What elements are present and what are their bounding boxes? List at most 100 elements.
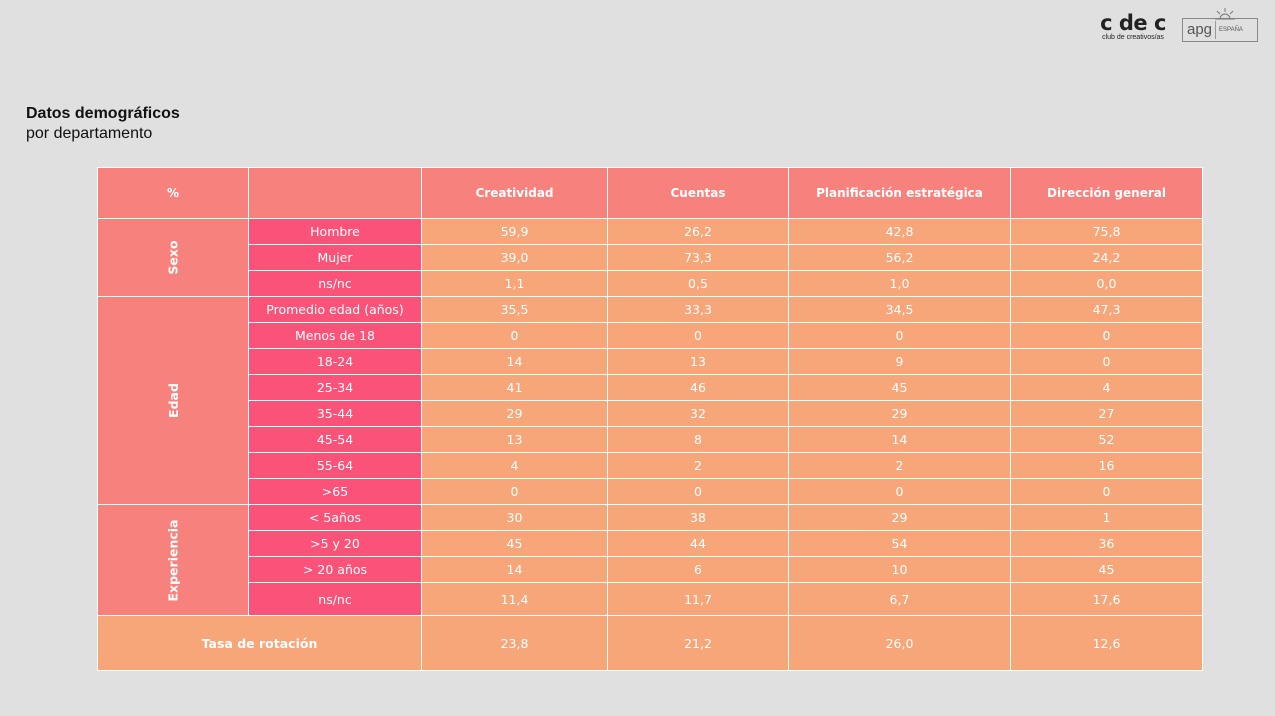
cell-value: 52	[1010, 426, 1203, 453]
row-label: 18-24	[248, 348, 422, 375]
table-row: 25-34 41 46 45 4	[98, 374, 1203, 401]
cell-value: 41	[421, 374, 608, 401]
table-row: Sexo Hombre 59,9 26,2 42,8 75,8	[97, 218, 1203, 297]
cell-value: 10	[788, 556, 1011, 583]
cell-value: 0	[1010, 322, 1203, 349]
cell-value: 56,2	[788, 244, 1011, 271]
group-label-sexo: Sexo	[97, 218, 249, 297]
cell-value: 0,5	[607, 270, 789, 297]
table-row: ns/nc 11,4 11,7 6,7 17,6	[98, 582, 1203, 616]
header-empty	[248, 167, 422, 219]
cell-value: 9	[788, 348, 1011, 375]
header-col-creatividad: Creatividad	[421, 167, 608, 219]
table-row: 45-54 13 8 14 52	[98, 426, 1203, 453]
row-label: 45-54	[248, 426, 422, 453]
cell-value: 6,7	[788, 582, 1011, 616]
table-row: ns/nc 1,1 0,5 1,0 0,0	[98, 270, 1203, 297]
cell-value: 0	[1010, 478, 1203, 505]
cell-value: 45	[421, 530, 608, 557]
cell-value: 46	[607, 374, 789, 401]
cell-value: 0	[788, 322, 1011, 349]
cell-value: 4	[1010, 374, 1203, 401]
cell-value: 29	[421, 400, 608, 427]
rotation-label: Tasa de rotación	[97, 615, 422, 671]
cell-value: 45	[1010, 556, 1203, 583]
table-row: Experiencia < 5años 30 38 29 1	[97, 504, 1203, 616]
rotation-value: 12,6	[1010, 615, 1203, 671]
table-row: 55-64 4 2 2 16	[98, 452, 1203, 479]
table-row: >65 0 0 0 0	[98, 478, 1203, 505]
cell-value: 32	[607, 400, 789, 427]
cell-value: 0,0	[1010, 270, 1203, 297]
cell-value: 44	[607, 530, 789, 557]
rotation-value: 26,0	[788, 615, 1011, 671]
rotation-row: Tasa de rotación 23,8 21,2 26,0 12,6	[97, 615, 1203, 671]
row-label: 25-34	[248, 374, 422, 401]
cdec-logo: c de c club de creativos/as	[1097, 12, 1169, 42]
cell-value: 11,4	[421, 582, 608, 616]
cell-value: 0	[421, 322, 608, 349]
cell-value: 1,0	[788, 270, 1011, 297]
apg-logo: apg ESPAÑA	[1182, 8, 1258, 42]
cell-value: 17,6	[1010, 582, 1203, 616]
table-row: Menos de 18 0 0 0 0	[98, 322, 1203, 349]
table-row: Mujer 39,0 73,3 56,2 24,2	[98, 244, 1203, 271]
page-title-sub: por departamento	[26, 125, 153, 142]
table-header-row: % Creatividad Cuentas Planificación estr…	[97, 167, 1203, 219]
cell-value: 38	[607, 504, 789, 531]
cell-value: 27	[1010, 400, 1203, 427]
cell-value: 73,3	[607, 244, 789, 271]
cell-value: 0	[607, 478, 789, 505]
table-row: 18-24 14 13 9 0	[98, 348, 1203, 375]
cell-value: 1	[1010, 504, 1203, 531]
cell-value: 36	[1010, 530, 1203, 557]
cell-value: 1,1	[421, 270, 608, 297]
row-label: < 5años	[248, 504, 422, 531]
cell-value: 26,2	[607, 218, 789, 245]
row-label: >5 y 20	[248, 530, 422, 557]
apg-logo-subtext: ESPAÑA	[1219, 26, 1243, 33]
cell-value: 14	[421, 348, 608, 375]
cell-value: 14	[788, 426, 1011, 453]
rotation-value: 21,2	[607, 615, 789, 671]
cell-value: 54	[788, 530, 1011, 557]
row-label: > 20 años	[248, 556, 422, 583]
cell-value: 0	[788, 478, 1011, 505]
cell-value: 24,2	[1010, 244, 1203, 271]
cell-value: 0	[607, 322, 789, 349]
cell-value: 11,7	[607, 582, 789, 616]
row-label: Menos de 18	[248, 322, 422, 349]
table-row: Edad Promedio edad (años) 35,5 33,3 34,5…	[97, 296, 1203, 505]
table-row: > 20 años 14 6 10 45	[98, 556, 1203, 583]
cell-value: 42,8	[788, 218, 1011, 245]
cell-value: 29	[788, 400, 1011, 427]
header-col-direccion: Dirección general	[1010, 167, 1203, 219]
cell-value: 0	[1010, 348, 1203, 375]
cell-value: 59,9	[421, 218, 608, 245]
header-corner: %	[97, 167, 249, 219]
table-row: >5 y 20 45 44 54 36	[98, 530, 1203, 557]
rotation-value: 23,8	[421, 615, 608, 671]
row-label: 35-44	[248, 400, 422, 427]
demographics-table: % Creatividad Cuentas Planificación estr…	[97, 167, 1203, 671]
cell-value: 39,0	[421, 244, 608, 271]
cell-value: 13	[421, 426, 608, 453]
table-row: 35-44 29 32 29 27	[98, 400, 1203, 427]
cell-value: 0	[421, 478, 608, 505]
cell-value: 16	[1010, 452, 1203, 479]
page-title: Datos demográficos por departamento	[26, 104, 180, 144]
header-col-planificacion: Planificación estratégica	[788, 167, 1011, 219]
cdec-logo-text: c de c	[1100, 11, 1166, 35]
cell-value: 29	[788, 504, 1011, 531]
row-label: Hombre	[248, 218, 422, 245]
cell-value: 47,3	[1010, 296, 1203, 323]
row-label: >65	[248, 478, 422, 505]
row-label: 55-64	[248, 452, 422, 479]
group-label-experiencia: Experiencia	[97, 504, 249, 616]
cell-value: 13	[607, 348, 789, 375]
apg-logo-text: apg	[1183, 21, 1217, 39]
row-label: Promedio edad (años)	[248, 296, 422, 323]
row-label: ns/nc	[248, 270, 422, 297]
cell-value: 2	[607, 452, 789, 479]
page-title-main: Datos demográficos	[26, 105, 180, 122]
